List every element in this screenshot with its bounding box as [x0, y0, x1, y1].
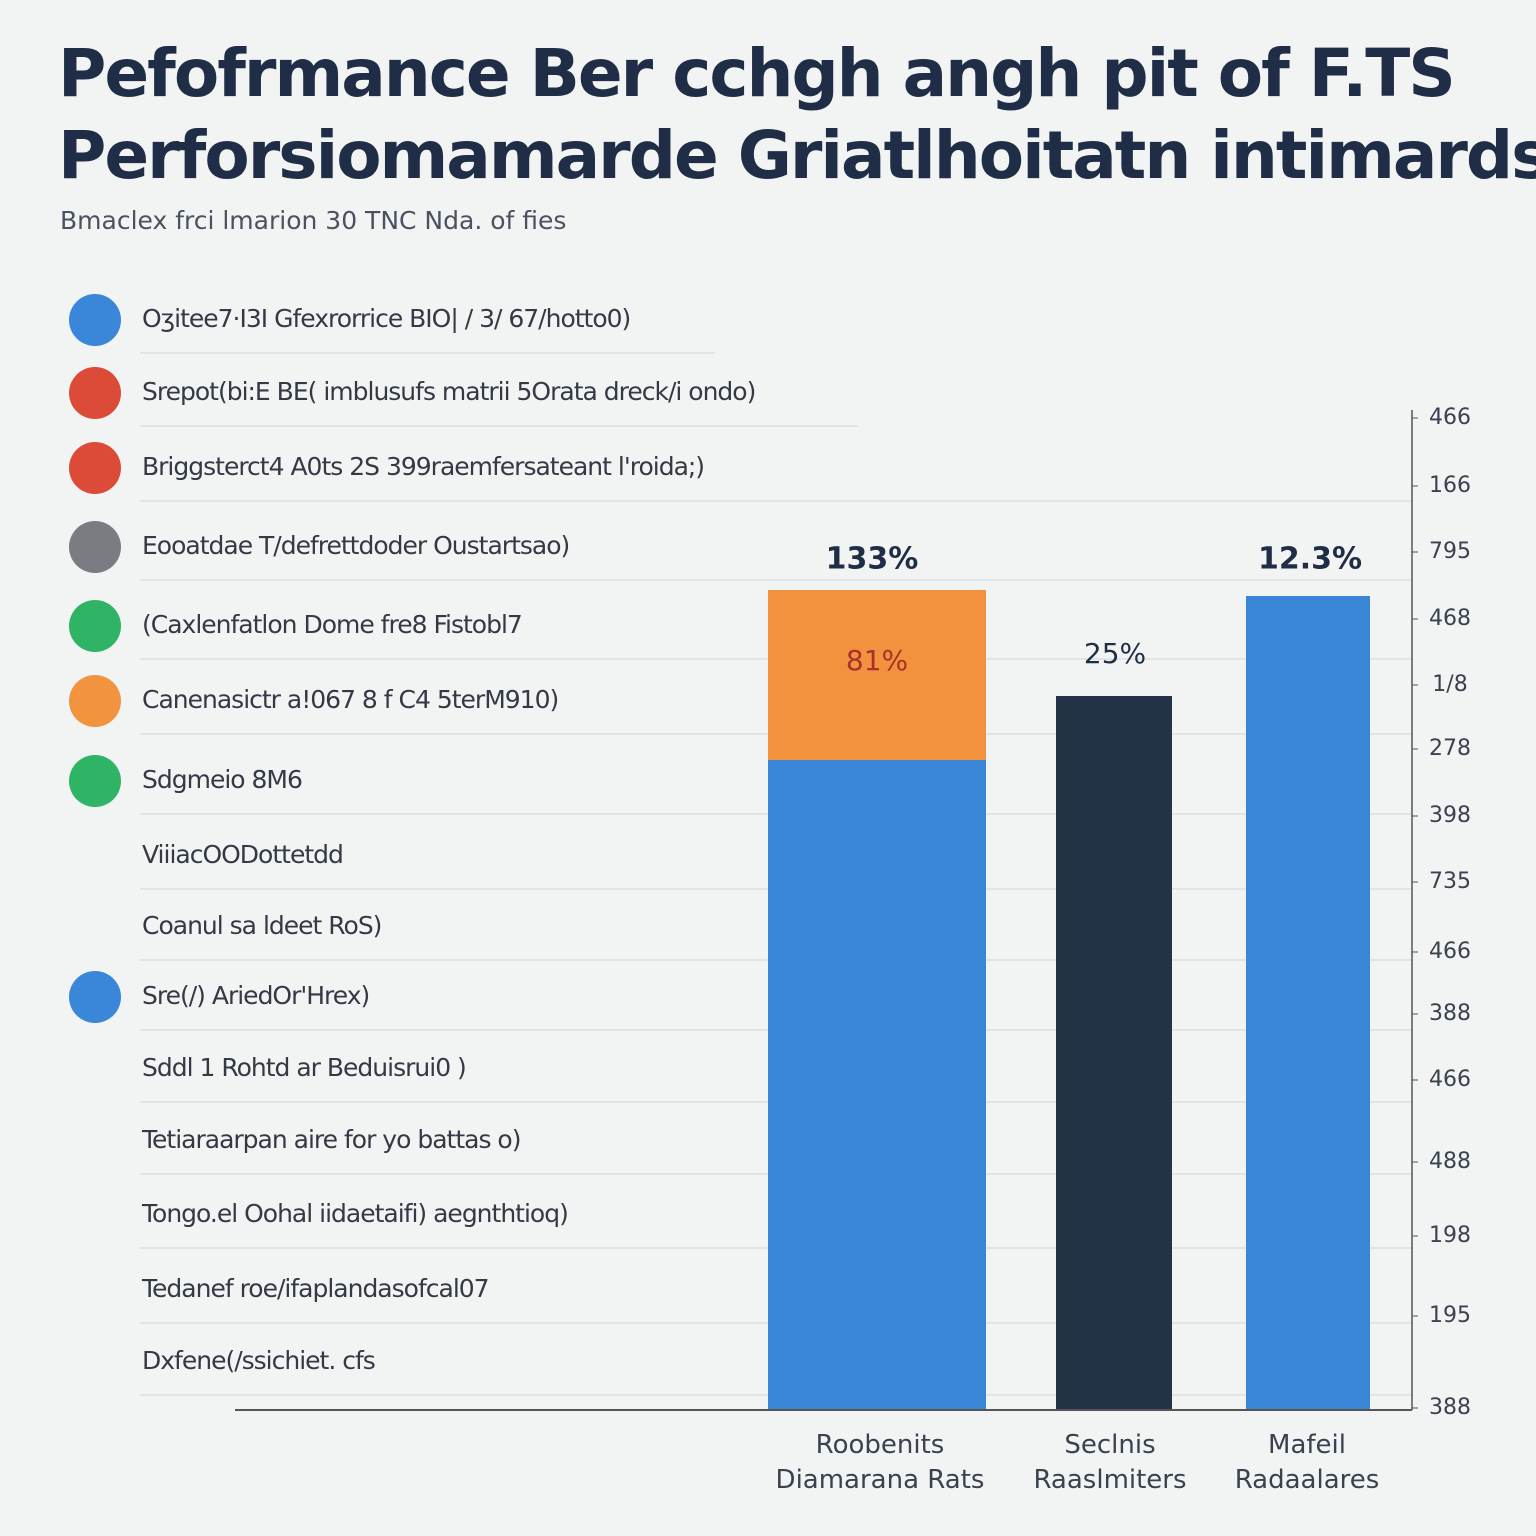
bar [768, 590, 986, 760]
legend-label: (Caxlenfatlon Dome fre8 Fistobl7 [142, 610, 522, 639]
annotation: 25% [1084, 637, 1146, 670]
legend-label: Eooatdae T/defrettdoder Oustartsao) [142, 531, 569, 560]
legend-label: Oʒitee7·I3I Gfexrorrice BIO| / 3/ 67/hot… [142, 304, 630, 333]
legend-dot [69, 521, 121, 573]
chart-title: Pefofrmance Ber cchgh angh pit of F.TS [58, 35, 1454, 112]
legend-label: Briggsterct4 A0ts 2S 399raemfersateant l… [142, 452, 704, 481]
legend-dot [69, 442, 121, 494]
y-tick-label: 795 [1429, 539, 1471, 564]
y-tick-label: 735 [1429, 869, 1471, 894]
legend-label: Tongo.el Oohal iidaetaifi) aegnthtioq) [141, 1199, 568, 1228]
legend-label: Dxfene(/ssichiet. cfs [142, 1346, 375, 1375]
legend-label: Sddl 1 Rohtd ar Beduisrui0 ) [142, 1053, 466, 1082]
y-tick-label: 488 [1429, 1149, 1471, 1174]
y-tick-label: 195 [1429, 1303, 1471, 1328]
legend-label: ViiiacOODottetdd [142, 840, 343, 869]
legend-dot [69, 600, 121, 652]
legend-label: Tedanef roe/ifaplandasofcal07 [141, 1274, 489, 1303]
x-tick-label: Roobenits Diamarana Rats [776, 1430, 985, 1495]
bar [768, 760, 986, 1410]
y-tick-label: 278 [1429, 736, 1471, 761]
legend-dot [69, 755, 121, 807]
y-tick-label: 388 [1429, 1395, 1471, 1420]
y-tick-label: 468 [1429, 606, 1471, 631]
legend-label: Sre(/) AriedOr'Hrex) [142, 981, 369, 1010]
legend-dot [69, 971, 121, 1023]
chart-title: Perforsiomamarde Griatlhoitatn intimards [58, 117, 1536, 194]
y-tick-label: 466 [1429, 405, 1471, 430]
bar [1246, 596, 1370, 1410]
legend-dot [69, 675, 121, 727]
legend-label: Sdgmeio 8M6 [142, 765, 302, 794]
y-tick-label: 1/8 [1432, 672, 1467, 697]
legend-label: Tetiaraarpan aire for yo battas o) [141, 1125, 520, 1154]
legend-label: Srepot(bi:E BE( imblusufs matrii 5Orata … [142, 377, 755, 406]
bar [1056, 696, 1172, 1410]
x-tick-label: Mafeil Radaalares [1235, 1430, 1380, 1495]
annotation: 12.3% [1258, 542, 1362, 577]
y-tick-label: 388 [1429, 1001, 1471, 1026]
x-tick-label: Seclnis Raaslmiters [1033, 1430, 1186, 1495]
legend-label: Canenasictr a!067 8 f C4 5terM910) [142, 685, 558, 714]
y-tick-label: 466 [1429, 939, 1471, 964]
y-tick-label: 466 [1429, 1067, 1471, 1092]
annotation: 81% [846, 644, 908, 677]
y-tick-label: 198 [1429, 1223, 1471, 1248]
legend-dot [69, 367, 121, 419]
y-tick-label: 398 [1429, 803, 1471, 828]
legend-dot [69, 294, 121, 346]
annotation: 133% [826, 542, 919, 577]
legend-label: Coanul sa ldeet RoS) [142, 911, 381, 940]
y-tick-label: 166 [1429, 473, 1471, 498]
chart-subtitle: Bmaclex frci lmarion 30 TNC Nda. of fies [60, 206, 566, 235]
